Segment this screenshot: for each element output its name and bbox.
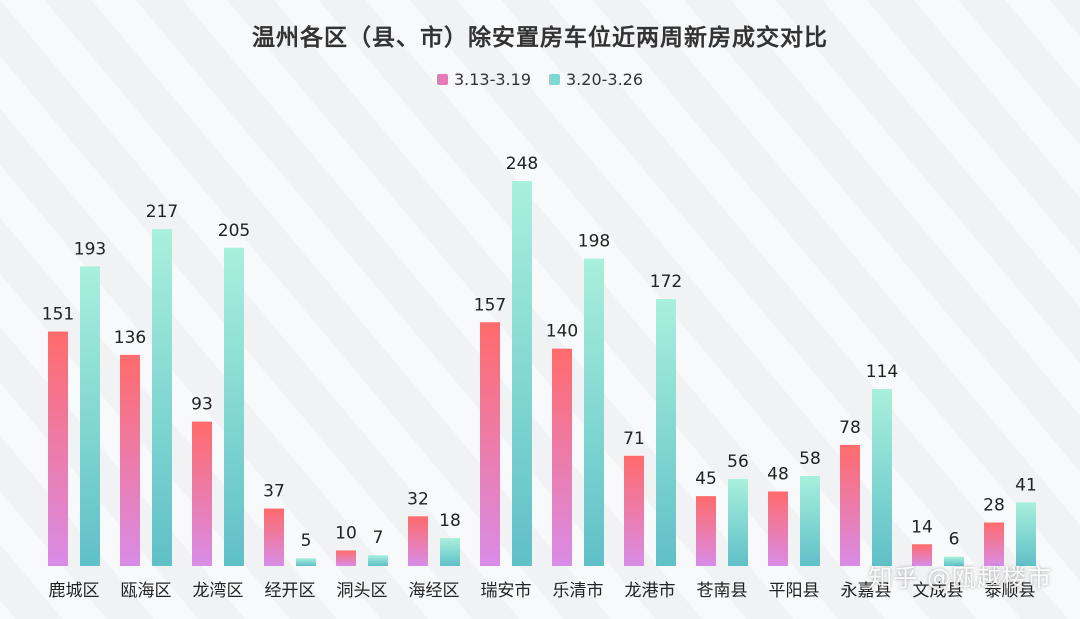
- data-label-龙湾区-series-2: 205: [218, 221, 250, 241]
- x-tick-label-永嘉县: 永嘉县: [841, 581, 892, 601]
- data-label-龙湾区-series-1: 93: [191, 395, 213, 415]
- data-label-瓯海区-series-1: 136: [114, 328, 146, 348]
- data-label-龙港市-series-1: 71: [623, 429, 645, 449]
- legend-label-series-1: 3.13-3.19: [453, 70, 531, 89]
- data-label-平阳县-series-2: 58: [799, 449, 821, 469]
- data-label-文成县-series-1: 14: [911, 517, 933, 537]
- legend-item-series-1[interactable]: 3.13-3.19: [436, 70, 531, 89]
- x-tick-label-泰顺县: 泰顺县: [985, 581, 1036, 601]
- labels-layer: 151 193 鹿城区 136 217 瓯海区 93 205 龙湾区 37 5 经开区 10 7 洞头区 32…: [42, 154, 1037, 601]
- data-label-经开区-series-1: 37: [263, 482, 285, 502]
- x-tick-label-平阳县: 平阳县: [769, 581, 820, 601]
- data-label-苍南县-series-2: 56: [727, 452, 749, 472]
- bar-瓯海区-series-1: [120, 354, 140, 566]
- data-label-乐清市-series-2: 198: [578, 232, 610, 252]
- bar-龙港市-series-2: [656, 298, 676, 566]
- bar-海经区-series-2: [440, 538, 460, 566]
- watermark: 知乎 @瓯越楼市: [868, 564, 1052, 592]
- data-label-鹿城区-series-2: 193: [74, 239, 106, 259]
- bar-瑞安市-series-2: [512, 181, 532, 566]
- bar-鹿城区-series-1: [48, 331, 68, 566]
- data-label-苍南县-series-1: 45: [695, 469, 717, 489]
- bar-龙港市-series-1: [624, 455, 644, 566]
- data-label-经开区-series-2: 5: [301, 531, 312, 551]
- bar-瑞安市-series-1: [480, 322, 500, 566]
- bar-经开区-series-1: [264, 508, 284, 566]
- legend-swatch-series-2: [549, 74, 560, 85]
- bar-苍南县-series-2: [728, 479, 748, 566]
- bar-鹿城区-series-2: [80, 266, 100, 566]
- data-label-洞头区-series-1: 10: [335, 523, 357, 543]
- x-tick-label-乐清市: 乐清市: [553, 581, 604, 601]
- x-tick-label-龙湾区: 龙湾区: [193, 581, 244, 601]
- x-tick-label-经开区: 经开区: [265, 581, 316, 601]
- x-tick-label-瓯海区: 瓯海区: [121, 581, 172, 601]
- bar-泰顺县-series-2: [1016, 502, 1036, 566]
- data-label-海经区-series-2: 18: [439, 511, 461, 531]
- bar-龙湾区-series-1: [192, 421, 212, 566]
- data-label-瑞安市-series-1: 157: [474, 295, 506, 315]
- bar-乐清市-series-2: [584, 258, 604, 566]
- data-label-乐清市-series-1: 140: [546, 322, 578, 342]
- data-label-平阳县-series-1: 48: [767, 464, 789, 484]
- data-label-永嘉县-series-1: 78: [839, 418, 861, 438]
- x-tick-label-鹿城区: 鹿城区: [49, 581, 100, 601]
- bar-洞头区-series-1: [336, 550, 356, 566]
- data-label-永嘉县-series-2: 114: [866, 362, 898, 382]
- data-label-文成县-series-2: 6: [949, 530, 960, 550]
- bar-乐清市-series-1: [552, 348, 572, 566]
- x-tick-label-洞头区: 洞头区: [337, 581, 388, 601]
- chart-title: 温州各区（县、市）除安置房车位近两周新房成交对比: [252, 25, 828, 51]
- data-label-洞头区-series-2: 7: [373, 528, 384, 548]
- bar-海经区-series-1: [408, 516, 428, 566]
- bar-文成县-series-2: [944, 556, 964, 566]
- data-label-海经区-series-1: 32: [407, 489, 429, 509]
- bar-泰顺县-series-1: [984, 522, 1004, 566]
- data-label-鹿城区-series-1: 151: [42, 305, 74, 325]
- legend-swatch-series-1: [436, 74, 448, 85]
- bars-layer: [48, 181, 1036, 566]
- x-tick-label-苍南县: 苍南县: [697, 581, 748, 601]
- x-tick-label-龙港市: 龙港市: [625, 581, 676, 601]
- x-tick-label-文成县: 文成县: [913, 581, 964, 601]
- bar-平阳县-series-2: [800, 475, 820, 566]
- bar-经开区-series-2: [296, 558, 316, 566]
- bar-洞头区-series-2: [368, 555, 388, 566]
- data-label-瑞安市-series-2: 248: [506, 154, 538, 174]
- data-label-泰顺县-series-1: 28: [983, 496, 1005, 516]
- legend-item-series-2[interactable]: 3.20-3.26: [549, 70, 643, 89]
- bar-永嘉县-series-1: [840, 444, 860, 566]
- legend: 3.13-3.19 3.20-3.26: [0, 70, 1080, 89]
- legend-label-series-2: 3.20-3.26: [566, 70, 644, 89]
- data-label-龙港市-series-2: 172: [650, 272, 682, 292]
- bar-平阳县-series-1: [768, 491, 788, 566]
- bar-苍南县-series-1: [696, 496, 716, 566]
- bar-龙湾区-series-2: [224, 247, 244, 566]
- bar-文成县-series-1: [912, 544, 932, 566]
- data-label-泰顺县-series-2: 41: [1015, 475, 1037, 495]
- x-tick-label-瑞安市: 瑞安市: [481, 581, 532, 601]
- bar-瓯海区-series-2: [152, 229, 172, 566]
- data-label-瓯海区-series-2: 217: [146, 202, 178, 222]
- x-tick-label-海经区: 海经区: [409, 581, 460, 601]
- bar-永嘉县-series-2: [872, 389, 892, 566]
